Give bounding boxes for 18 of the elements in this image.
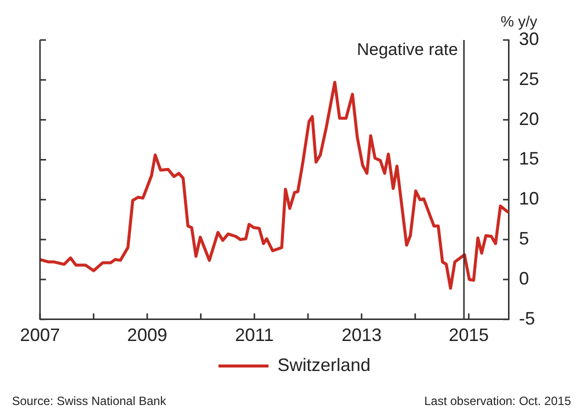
y-axis-title: % y/y bbox=[500, 14, 538, 31]
legend-label: Switzerland bbox=[277, 354, 371, 375]
x-tick-label: 2013 bbox=[342, 325, 382, 346]
x-tick-label: 2011 bbox=[235, 325, 274, 346]
x-tick-label: 2015 bbox=[448, 325, 489, 346]
y-tick-label: 10 bbox=[518, 188, 540, 209]
text: Last observation: Oct. 2015 bbox=[424, 394, 571, 408]
y-tick-label: -5 bbox=[518, 308, 535, 328]
source-note: Source: Swiss National Bank bbox=[12, 394, 166, 408]
y-tick-label: 5 bbox=[518, 228, 529, 249]
ref-line-label: Negative rate bbox=[356, 40, 458, 60]
y-tick-label: 30 bbox=[518, 28, 540, 49]
x-tick-label: 2007 bbox=[20, 325, 60, 346]
y-tick-label: 0 bbox=[518, 268, 529, 288]
y-tick-label: 25 bbox=[518, 68, 540, 89]
x-tick-label: 2009 bbox=[127, 325, 168, 346]
y-tick-label: 15 bbox=[518, 148, 540, 169]
y-tick-label: 20 bbox=[518, 108, 540, 129]
